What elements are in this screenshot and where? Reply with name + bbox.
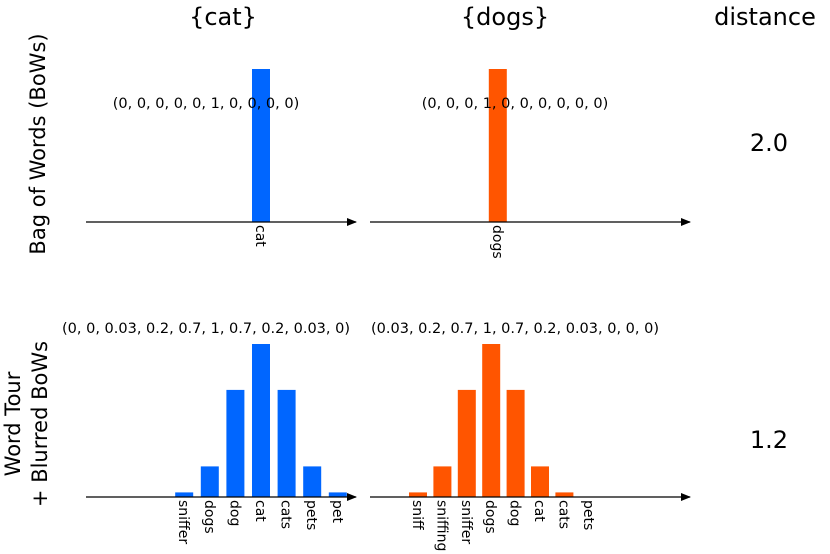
tick-label-2-5: cat [252,500,268,522]
bar-1-3 [488,69,507,222]
bar-panel-0-right: (0, 0, 0, 1, 0, 0, 0, 0, 0, 0) dogs [370,69,691,259]
tick-label-3-7: pets [580,500,596,530]
tick-label-3-6: cats [555,500,571,529]
bar-3-0 [409,492,427,497]
bar-2-4 [226,389,245,497]
tick-label-2-7: pets [303,500,319,530]
tick-label-3-3: dogs [482,500,498,534]
vector-label-0: (0, 0, 0, 0, 0, 1, 0, 0, 0, 0) [113,96,300,112]
bar-3-3 [482,344,501,497]
tick-label-2-6: cats [278,500,294,529]
bar-2-5 [252,344,270,497]
bar-3-4 [506,389,525,497]
tick-label-3-2: sniffer [458,500,474,544]
vector-label-1: (0, 0, 0, 1, 0, 0, 0, 0, 0, 0) [422,96,609,112]
bar-2-2 [175,492,194,497]
tick-label-3-0: sniff [409,500,425,530]
row-label-bow: Bag of Words (BoWs) [26,33,50,254]
vector-label-3: (0.03, 0.2, 0.7, 1, 0.7, 0.2, 0.03, 0, 0… [371,321,659,337]
column-header-distance: distance [714,3,816,31]
vector-label-2: (0, 0, 0.03, 0.2, 0.7, 1, 0.7, 0.2, 0.03… [62,321,350,337]
column-header-cat: {cat} [189,3,257,31]
column-header-dogs: {dogs} [461,3,549,31]
bar-2-7 [303,466,322,497]
bar-3-1 [433,466,452,497]
tick-label-0-5: cat [252,225,268,247]
distance-value-bow: 2.0 [750,129,788,157]
tick-label-2-3: dogs [201,500,217,534]
bar-2-8 [328,492,347,497]
bar-2-6 [277,389,296,497]
bar-panel-1-right: (0.03, 0.2, 0.7, 1, 0.7, 0.2, 0.03, 0, 0… [370,321,691,551]
bar-panel-1-left: (0, 0, 0.03, 0.2, 0.7, 1, 0.7, 0.2, 0.03… [62,321,357,544]
tick-label-3-5: cat [531,500,547,522]
tick-label-1-3: dogs [489,225,505,259]
row-label-blurred-line-2: + Blurred BoWs [28,341,52,507]
bar-3-2 [457,389,476,497]
distance-value-blurred: 1.2 [750,426,788,454]
bar-panels: (0, 0, 0, 0, 0, 1, 0, 0, 0, 0)cat(0, 0, … [62,69,691,551]
bar-3-5 [531,466,549,497]
tick-label-2-8: pet [329,500,345,524]
bar-3-6 [555,492,574,497]
tick-label-2-2: sniffer [175,500,191,544]
row-label-blurred: Word Tour + Blurred BoWs [1,341,52,507]
tick-label-2-4: dog [226,500,242,526]
row-label-blurred-line-1: Word Tour [1,371,25,476]
tick-label-3-4: dog [507,500,523,526]
tick-label-3-1: sniffing [433,500,449,551]
bar-0-5 [252,69,270,222]
bar-panel-0-left: (0, 0, 0, 0, 0, 1, 0, 0, 0, 0) cat [86,69,357,247]
bar-2-3 [200,466,219,497]
